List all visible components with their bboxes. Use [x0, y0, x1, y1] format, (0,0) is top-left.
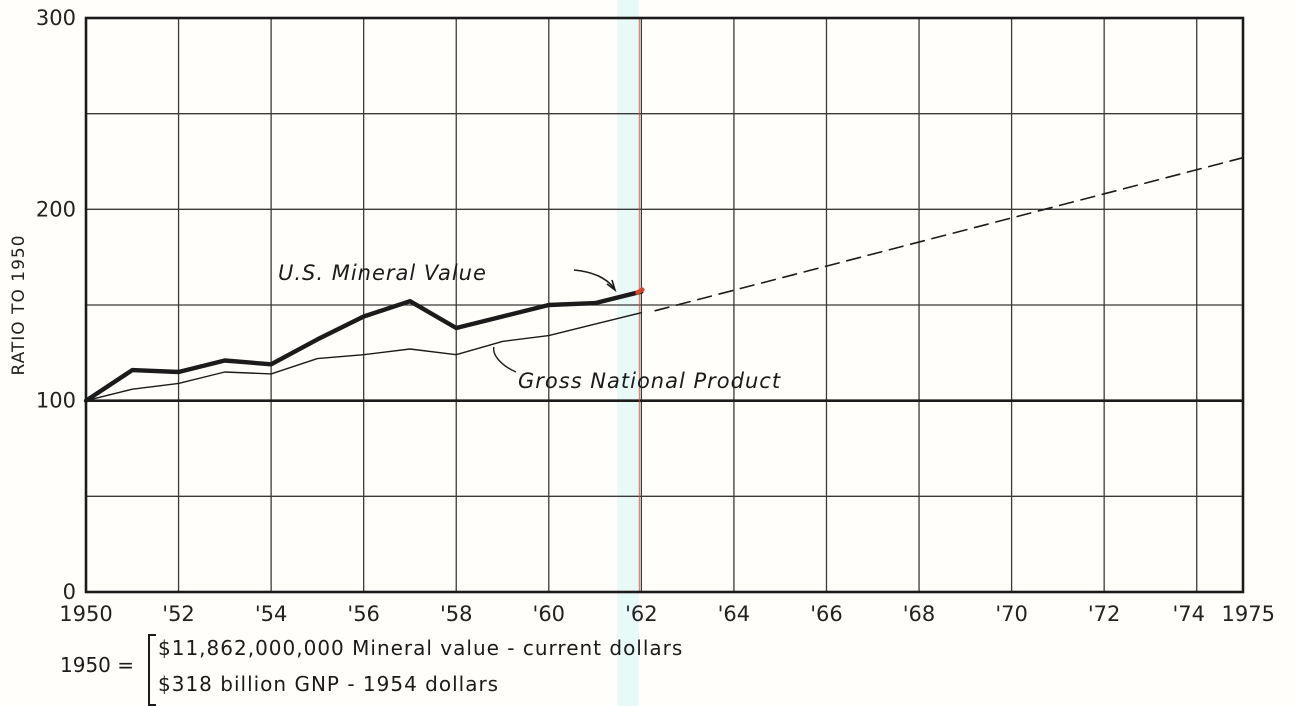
series-point-0-2: [177, 370, 181, 374]
y-axis-label: RATIO TO 1950: [9, 234, 29, 375]
series-point-0-10: [547, 303, 551, 307]
y-tick-label-0: 0: [63, 580, 76, 604]
x-tick-label-1970: '70: [995, 602, 1028, 626]
series-point-0-9: [501, 314, 505, 318]
series-point-0-7: [408, 299, 412, 303]
annotation-gnp: Gross National Product: [518, 369, 781, 393]
footnote-mineral-value: $11,862,000,000 Mineral value - current …: [158, 636, 684, 660]
plot-frame: [84, 16, 1245, 594]
chart-series: [83, 156, 1244, 403]
x-tick-label-1950: 1950: [59, 602, 112, 626]
x-tick-label-1964: '64: [718, 602, 751, 626]
mineral-endpoint-marker: [635, 287, 645, 295]
x-tick-label-1960: '60: [533, 602, 566, 626]
x-tick-label-1954: '54: [255, 602, 288, 626]
x-tick-label-1968: '68: [903, 602, 936, 626]
footnote-brace: [148, 634, 156, 706]
footnote-gnp: $318 billion GNP - 1954 dollars: [158, 672, 500, 696]
series-point-0-8: [454, 326, 458, 330]
chart-axes: [84, 16, 1245, 594]
series-point-0-5: [315, 337, 319, 341]
series-point-0-11: [593, 301, 597, 305]
series-line-2: [654, 156, 1244, 312]
y-tick-label-300: 300: [36, 6, 76, 30]
x-tick-label-1958: '58: [440, 602, 473, 626]
chart-grid: [86, 18, 1243, 592]
x-tick-label-1952: '52: [162, 602, 195, 626]
x-tick-label-1956: '56: [347, 602, 380, 626]
x-tick-label-1972: '72: [1088, 602, 1121, 626]
y-tick-label-100: 100: [36, 389, 76, 413]
annotation-mineral-arrowhead: [606, 279, 617, 293]
annotation-mineral-value: U.S. Mineral Value: [278, 261, 487, 285]
series-line-1: [85, 312, 643, 402]
x-tick-label-1975: 1975: [1222, 602, 1275, 626]
ratio-line-chart: 0 100 200 300 1950 '52 '54 '56 '58 '60 '62 '64 '66 '6…: [9, 6, 1275, 626]
series-point-0-3: [223, 358, 227, 362]
y-tick-label-200: 200: [36, 197, 76, 221]
annotation-mineral-arrow: [573, 269, 615, 289]
x-tick-label-1966: '66: [810, 602, 843, 626]
annotation-gnp-leader: [493, 346, 517, 373]
footnote-prefix: 1950 =: [60, 653, 135, 677]
x-tick-label-1974: '74: [1172, 602, 1205, 626]
series-point-0-1: [130, 368, 134, 372]
series-point-0-6: [362, 314, 366, 318]
chart-tick-labels: 0 100 200 300 1950 '52 '54 '56 '58 '60 '62 '64 '66 '6…: [36, 6, 1275, 626]
x-tick-label-1962: '62: [625, 602, 658, 626]
series-point-0-4: [269, 362, 273, 366]
